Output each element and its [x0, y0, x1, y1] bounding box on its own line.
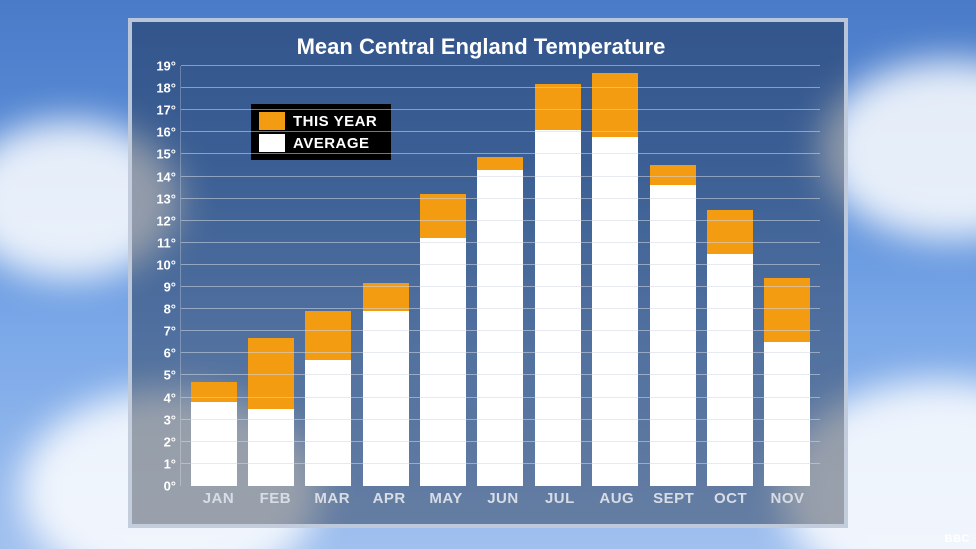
x-label: JUN	[480, 490, 526, 507]
gridline	[181, 65, 820, 66]
bar	[764, 278, 810, 486]
legend-label: AVERAGE	[293, 135, 370, 152]
gridline	[181, 419, 820, 420]
y-tick: 16°	[156, 125, 176, 140]
attribution: BBC	[945, 533, 970, 545]
x-label: MAR	[309, 490, 355, 507]
x-label: APR	[366, 490, 412, 507]
bar-segment-average	[707, 254, 753, 486]
bar	[477, 157, 523, 486]
bar-segment-this-year	[477, 157, 523, 170]
y-tick: 3°	[164, 412, 176, 427]
bar-segment-this-year	[592, 73, 638, 137]
bar	[650, 165, 696, 486]
chart-title: Mean Central England Temperature	[142, 34, 820, 60]
bar-segment-average	[592, 137, 638, 486]
legend-label: THIS YEAR	[293, 113, 377, 130]
gridline	[181, 264, 820, 265]
bar-segment-average	[420, 238, 466, 486]
chart-panel: Mean Central England Temperature 0° 1° 2° 3…	[128, 18, 848, 528]
y-tick: 10°	[156, 257, 176, 272]
gridline	[181, 330, 820, 331]
x-label: NOV	[765, 490, 811, 507]
gridline	[181, 463, 820, 464]
bar-segment-this-year	[420, 194, 466, 238]
y-tick: 1°	[164, 456, 176, 471]
bar	[535, 84, 581, 486]
bar-segment-average	[764, 342, 810, 486]
gridline	[181, 109, 820, 110]
bar	[191, 382, 237, 486]
bar-segment-average	[363, 311, 409, 486]
bar-segment-this-year	[707, 210, 753, 254]
x-label: AUG	[594, 490, 640, 507]
gridline	[181, 286, 820, 287]
y-tick: 17°	[156, 103, 176, 118]
x-label: SEPT	[651, 490, 697, 507]
gridline	[181, 352, 820, 353]
gridline	[181, 87, 820, 88]
y-tick: 2°	[164, 434, 176, 449]
x-label: FEB	[252, 490, 298, 507]
gridline	[181, 441, 820, 442]
gridline	[181, 374, 820, 375]
bar-segment-this-year	[764, 278, 810, 342]
bar-segment-average	[477, 170, 523, 486]
y-tick: 14°	[156, 169, 176, 184]
legend-swatch	[259, 112, 285, 130]
y-tick: 18°	[156, 81, 176, 96]
y-tick: 5°	[164, 368, 176, 383]
x-axis: JAN FEB MAR APR MAY JUN JUL AUG SEPT OCT NOV	[142, 486, 820, 507]
y-tick: 13°	[156, 191, 176, 206]
gridline	[181, 176, 820, 177]
bar-segment-average	[305, 360, 351, 486]
bar	[363, 283, 409, 486]
legend-item: THIS YEAR	[259, 110, 377, 132]
bar	[592, 73, 638, 486]
bar	[305, 311, 351, 486]
bar	[420, 194, 466, 486]
gridline	[181, 131, 820, 132]
bar-segment-average	[191, 402, 237, 486]
gridline	[181, 242, 820, 243]
y-tick: 19°	[156, 59, 176, 74]
x-label: JAN	[195, 490, 241, 507]
y-tick: 0°	[164, 479, 176, 494]
bar-segment-this-year	[191, 382, 237, 402]
gridline	[181, 397, 820, 398]
x-label: JUL	[537, 490, 583, 507]
y-axis: 0°1°2°3°4°5°6°7°8°9°10°11°12°13°14°15°16…	[142, 66, 180, 486]
y-tick: 7°	[164, 324, 176, 339]
plot: THIS YEAR AVERAGE	[180, 66, 820, 486]
plot-area: 0°1°2°3°4°5°6°7°8°9°10°11°12°13°14°15°16…	[142, 66, 820, 486]
legend-swatch	[259, 134, 285, 152]
y-tick: 11°	[157, 235, 176, 250]
y-tick: 9°	[164, 280, 176, 295]
gridline	[181, 153, 820, 154]
bar	[707, 210, 753, 486]
bar-segment-this-year	[535, 84, 581, 130]
y-tick: 12°	[156, 213, 176, 228]
bar-segment-this-year	[248, 338, 294, 409]
y-tick: 15°	[156, 147, 176, 162]
bar-segment-average	[248, 409, 294, 486]
x-label: MAY	[423, 490, 469, 507]
y-tick: 6°	[164, 346, 176, 361]
legend-item: AVERAGE	[259, 132, 377, 154]
gridline	[181, 198, 820, 199]
x-label: OCT	[708, 490, 754, 507]
y-tick: 4°	[164, 390, 176, 405]
gridline	[181, 220, 820, 221]
y-tick: 8°	[164, 302, 176, 317]
gridline	[181, 308, 820, 309]
